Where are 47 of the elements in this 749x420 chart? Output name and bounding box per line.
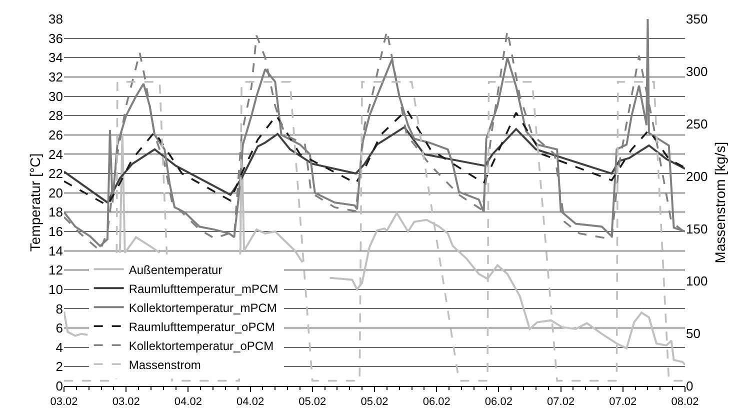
y-axis-title: Temperatur [°C] (27, 153, 44, 252)
y-tick-label: 2 (56, 359, 63, 374)
legend-label: Raumlufttemperatur_mPCM (128, 282, 278, 296)
x-tick-label: 05.02 (360, 396, 388, 408)
y-tick-label: 38 (48, 12, 63, 27)
y2-tick-label: 250 (686, 116, 708, 132)
y-tick-label: 0 (56, 378, 63, 394)
y-tick-label: 28 (48, 108, 63, 124)
y-tick-label: 18 (48, 204, 63, 220)
x-tick-label: 04.02 (236, 396, 264, 408)
x-tick-label: 06.02 (484, 396, 512, 408)
y-tick-label: 32 (48, 70, 63, 84)
y-tick-label: 10 (48, 282, 63, 297)
y-tick-label: 36 (48, 30, 63, 46)
y-tick-label: 8 (56, 301, 63, 316)
y-tick-label: 14 (48, 243, 63, 258)
x-tick-label: 06.02 (422, 396, 450, 408)
y2-tick-label: 300 (686, 64, 708, 79)
x-tick-label: 05.02 (298, 396, 326, 408)
legend-label: Kollektortemperatur_mPCM (128, 300, 277, 315)
y-tick-label: 4 (56, 340, 63, 355)
y-tick-label: 20 (48, 185, 63, 200)
x-tick-label: 03.02 (50, 396, 78, 408)
y-tick-label: 24 (48, 146, 63, 162)
y2-tick-label: 150 (686, 221, 708, 236)
y-tick-label: 6 (56, 320, 63, 336)
y-tick-label: 22 (48, 166, 63, 182)
y2-tick-label: 50 (686, 326, 700, 342)
y-tick-label: 34 (48, 50, 63, 66)
legend-label: Raumlufttemperatur_oPCM (128, 320, 275, 334)
legend-label: Kollektortemperatur_oPCM (128, 338, 274, 353)
y2-tick-label: 350 (686, 12, 708, 27)
y-tick-label: 26 (48, 127, 63, 142)
y2-tick-label: 0 (686, 378, 694, 394)
y2-tick-label: 100 (686, 274, 708, 289)
y2-axis-title: Massenstrom [kg/s] (712, 142, 728, 264)
x-tick-label: 07.02 (609, 396, 637, 408)
y-tick-label: 12 (48, 262, 63, 278)
y2-tick-label: 200 (686, 168, 708, 184)
x-tick-label: 03.02 (112, 396, 140, 408)
legend-label: Außentemperatur (128, 262, 222, 277)
x-tick-label: 04.02 (174, 396, 202, 408)
x-tick-label: 07.02 (547, 396, 575, 408)
x-tick-label: 08.02 (671, 396, 699, 408)
y-tick-label: 30 (48, 88, 63, 104)
legend-label: Massenstrom (128, 358, 201, 372)
y-tick-label: 16 (48, 224, 63, 240)
